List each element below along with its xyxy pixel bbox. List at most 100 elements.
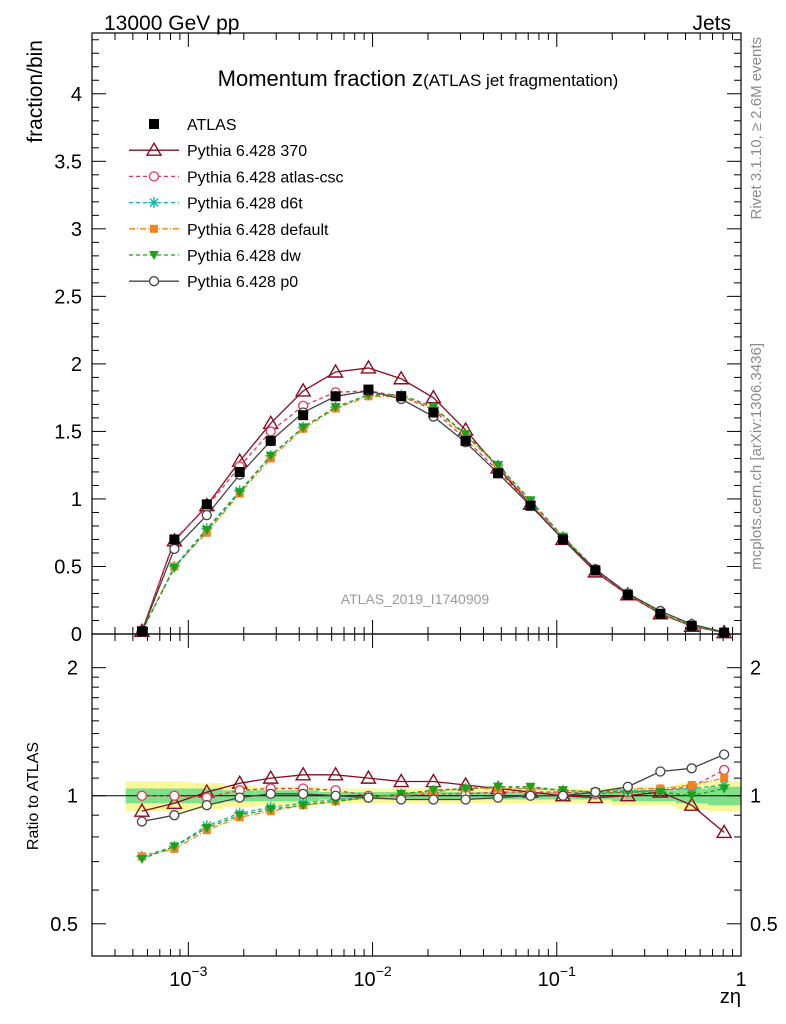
x-tick-exponent: −3	[191, 963, 207, 979]
point-atlas	[719, 627, 730, 638]
point-pythia-6-428-dw	[265, 451, 276, 461]
ratio-point-pythia-6-428-370	[327, 766, 344, 781]
x-tick-label: 10−3	[169, 963, 207, 991]
ratio-frame	[91, 633, 742, 957]
y-tick-label: 3	[71, 219, 82, 241]
mcplots-label: mcplots.cern.ch [arXiv:1306.3436]	[748, 343, 765, 570]
ratio-point-pythia-6-428-p0	[396, 794, 407, 805]
ratio-point-pythia-6-428-p0	[557, 790, 569, 801]
legend-marker	[148, 171, 160, 182]
point-pythia-6-428-p0	[201, 510, 212, 521]
ratio-point-pythia-6-428-dw	[298, 801, 309, 811]
y-axis-label: fraction/bin	[24, 40, 47, 143]
ratio-y-tick-label-right: 1	[750, 786, 761, 808]
ratio-point-pythia-6-428-370	[166, 794, 183, 809]
legend-entry-pythia-6-428-d6t: Pythia 6.428 d6t	[129, 196, 303, 213]
ratio-point-pythia-6-428-default	[687, 780, 696, 789]
data-series	[133, 359, 733, 865]
rivet-label: Rivet 3.1.10, ≥ 2.6M events	[748, 37, 765, 220]
point-atlas	[396, 391, 407, 402]
legend-label: Pythia 6.428 370	[187, 143, 307, 160]
ratio-point-pythia-6-428-p0	[622, 781, 633, 792]
x-tick-label: 10−1	[538, 963, 576, 991]
point-atlas	[590, 565, 601, 576]
star-stroke	[149, 198, 159, 208]
ratio-point-pythia-6-428-dw	[136, 855, 147, 865]
point-pythia-6-428-370	[392, 370, 410, 385]
ratio-point-pythia-6-428-p0	[686, 763, 697, 774]
ratio-point-pythia-6-428-p0	[234, 792, 245, 803]
legend-marker	[145, 141, 163, 156]
ratio-y-tick-label-right: 0.5	[750, 914, 778, 936]
ratio-y-tick-label: 0.5	[50, 914, 78, 936]
ratio-uncertainty-band	[92, 781, 741, 812]
ratio-point-pythia-6-428-p0	[330, 790, 341, 801]
ratio-point-pythia-6-428-p0	[525, 790, 536, 801]
ratio-point-pythia-6-428-dw	[460, 784, 471, 794]
ratio-point-pythia-6-428-p0	[718, 749, 730, 760]
y-tick-label: 1	[71, 489, 82, 511]
ratio-point-pythia-6-428-dw	[719, 784, 730, 794]
ratio-point-pythia-6-428-p0	[265, 788, 276, 800]
chart-title: Momentum fraction z(ATLAS jet fragmentat…	[218, 66, 619, 91]
ratio-y-axis-label: Ratio to ATLAS	[25, 742, 42, 850]
point-atlas	[330, 391, 341, 402]
point-atlas	[136, 626, 147, 637]
point-atlas	[655, 608, 666, 619]
point-atlas	[686, 620, 697, 631]
y-tick-label: 2.5	[54, 286, 82, 308]
ratio-y-tick-label: 2	[67, 658, 78, 680]
header-left: 13000 GeV pp	[104, 12, 239, 35]
point-pythia-6-428-370	[327, 363, 344, 378]
ratio-point-pythia-6-428-dw	[428, 786, 439, 796]
point-pythia-6-428-p0	[169, 543, 180, 555]
legend-label: Pythia 6.428 atlas-csc	[187, 169, 344, 186]
chart-title-sub: (ATLAS jet fragmentation)	[423, 71, 618, 90]
legend-entry-pythia-6-428-p0: Pythia 6.428 p0	[129, 274, 298, 291]
ratio-point-pythia-6-428-370	[294, 766, 312, 781]
ratio-point-pythia-6-428-370	[425, 773, 442, 788]
point-atlas	[363, 384, 374, 395]
legend-label: Pythia 6.428 default	[187, 222, 329, 239]
point-pythia-6-428-dw	[234, 488, 245, 498]
ratio-point-pythia-6-428-370	[715, 824, 733, 839]
legend: ATLAS Pythia 6.428 370 Pythia 6.428 atlas-…	[129, 117, 344, 291]
ratio-point-pythia-6-428-370	[360, 769, 377, 784]
point-atlas	[622, 589, 633, 600]
point-atlas	[169, 534, 180, 545]
ratio-point-pythia-6-428-370	[262, 769, 279, 784]
ratio-point-pythia-6-428-atlas-csc	[718, 764, 730, 776]
point-atlas	[201, 499, 212, 510]
ratio-point-pythia-6-428-dw	[201, 823, 212, 833]
point-atlas	[265, 435, 276, 446]
point-pythia-6-428-370	[425, 389, 442, 404]
ratio-point-pythia-6-428-p0	[297, 788, 309, 800]
ratio-point-pythia-6-428-dw	[525, 782, 536, 792]
y-tick-label: 0.5	[54, 556, 82, 578]
legend-label: Pythia 6.428 d6t	[187, 196, 303, 213]
y-tick-label: 2	[71, 354, 82, 376]
point-atlas	[525, 500, 536, 511]
point-pythia-6-428-370	[294, 382, 312, 397]
ratio-point-pythia-6-428-dw	[169, 842, 180, 852]
point-atlas	[557, 534, 568, 545]
legend-entry-pythia-6-428-dw: Pythia 6.428 dw	[129, 248, 301, 265]
ratio-point-pythia-6-428-370	[392, 773, 410, 788]
x-tick-exponent: −1	[560, 963, 576, 979]
point-pythia-6-428-dw	[201, 526, 212, 536]
y-tick-label: 1.5	[54, 421, 82, 443]
point-atlas	[460, 435, 471, 446]
ratio-point-pythia-6-428-dw	[265, 805, 276, 815]
point-atlas	[234, 466, 245, 477]
series-atlas	[136, 384, 730, 638]
ratio-point-pythia-6-428-atlas-csc	[169, 790, 180, 801]
ratio-point-pythia-6-428-p0	[428, 794, 439, 805]
x-tick-exponent: −2	[376, 963, 392, 979]
y-tick-label: 3.5	[54, 151, 82, 173]
legend-marker	[148, 197, 160, 209]
ratio-point-pythia-6-428-atlas-csc	[136, 790, 148, 801]
legend-entry-pythia-6-428-default: Pythia 6.428 default	[129, 222, 329, 239]
header-right: Jets	[692, 12, 731, 35]
ratio-point-pythia-6-428-p0	[492, 792, 504, 803]
